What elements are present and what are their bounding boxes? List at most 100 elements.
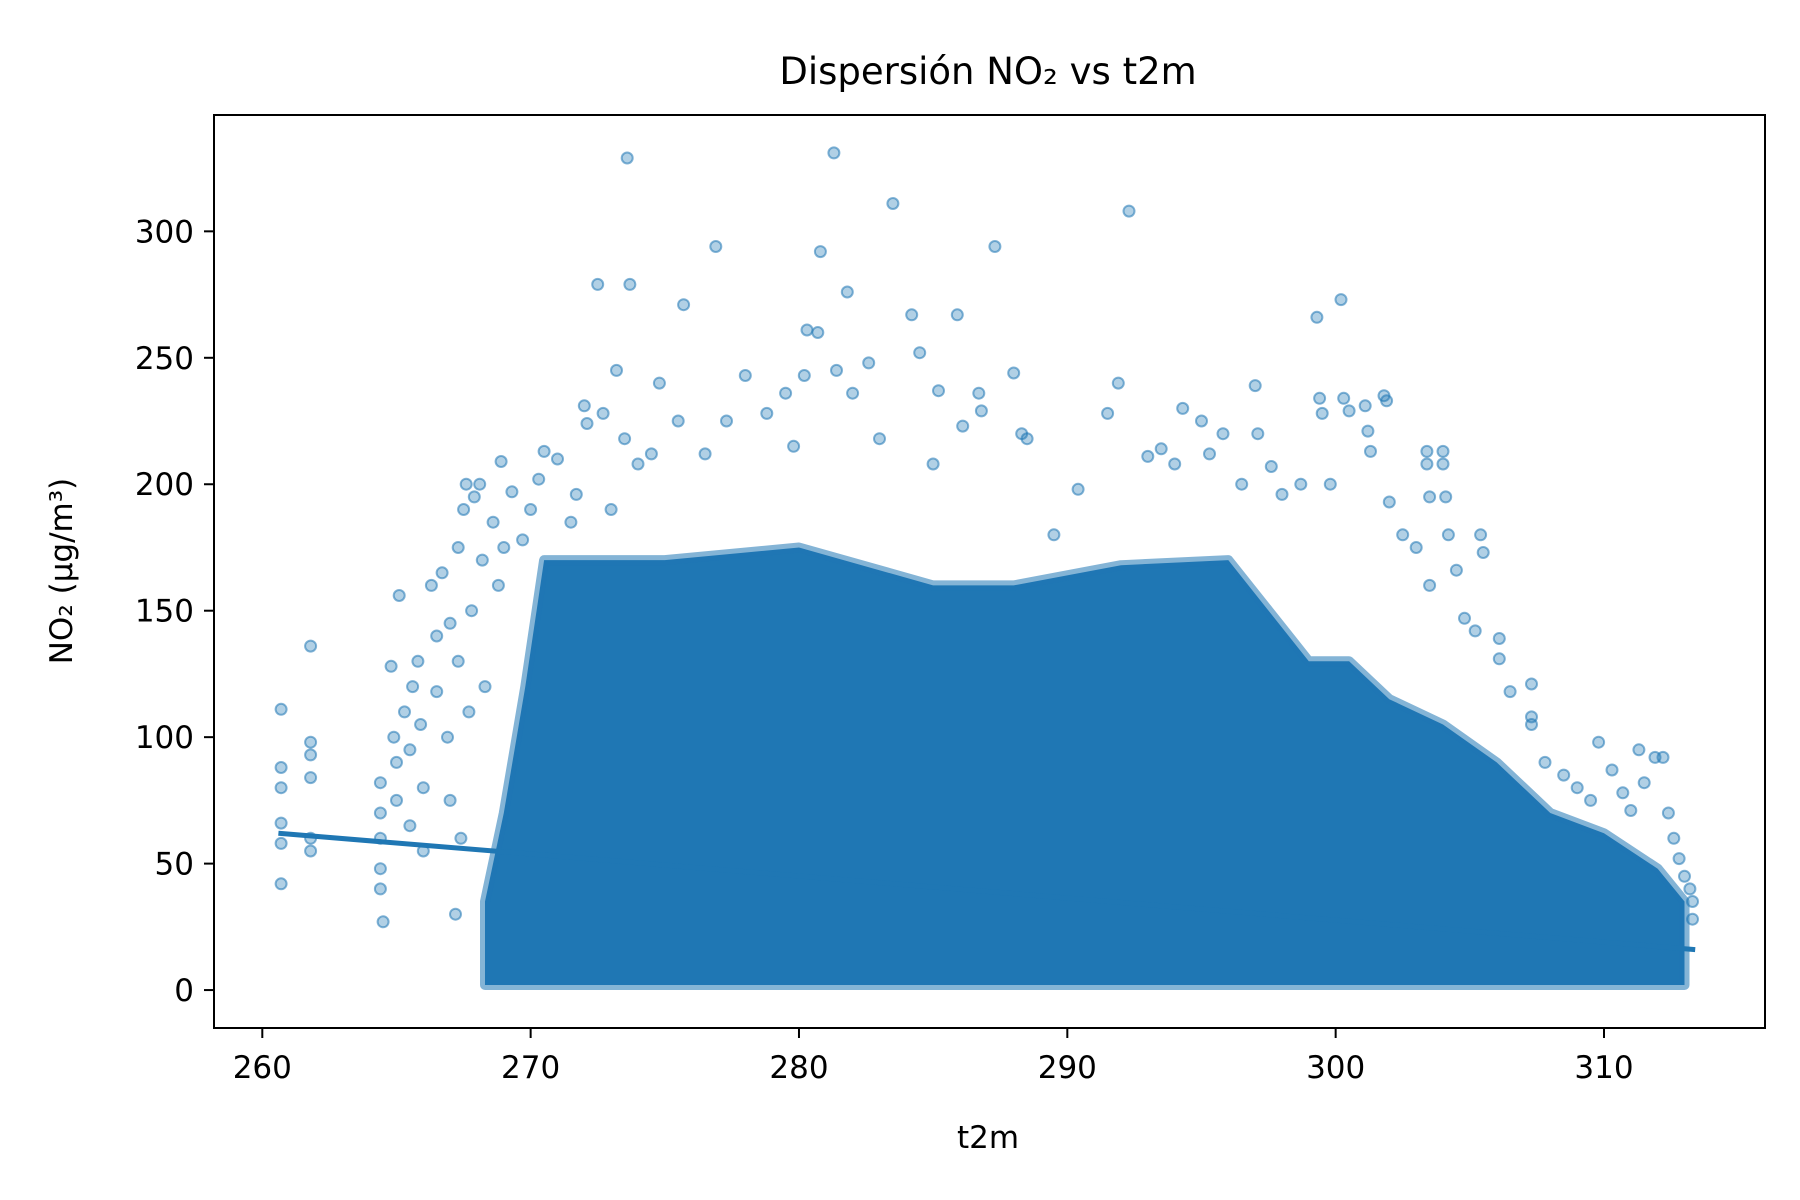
scatter-point bbox=[1342, 404, 1356, 418]
scatter-point bbox=[1624, 804, 1638, 817]
scatter-point bbox=[475, 553, 489, 567]
scatter-point bbox=[1686, 912, 1699, 926]
scatter-point bbox=[1361, 424, 1375, 438]
scatter-point bbox=[524, 503, 538, 516]
scatter-point bbox=[1313, 391, 1327, 405]
scatter-point bbox=[631, 457, 645, 471]
scatter-point bbox=[577, 399, 591, 413]
scatter-point bbox=[376, 915, 390, 929]
scatter-point bbox=[1584, 793, 1598, 807]
scatter-point bbox=[1436, 457, 1450, 471]
scatter-point bbox=[1216, 427, 1230, 441]
scatter-point bbox=[1101, 406, 1115, 420]
scatter-point bbox=[913, 346, 927, 360]
scatter-point bbox=[1047, 528, 1061, 542]
scatter-point bbox=[972, 386, 986, 400]
scatter-point bbox=[465, 604, 479, 618]
scatter-point bbox=[304, 748, 318, 762]
scatter-point bbox=[1251, 427, 1265, 441]
x-tick-label: 260 bbox=[233, 1050, 292, 1086]
scatter-point bbox=[1423, 578, 1437, 592]
y-tick-label: 250 bbox=[135, 341, 194, 377]
scatter-point bbox=[760, 406, 774, 420]
scatter-point bbox=[1503, 685, 1517, 699]
scatter-point bbox=[390, 755, 403, 769]
scatter-point bbox=[1525, 677, 1538, 691]
scatter-point bbox=[1420, 444, 1434, 458]
scatter-point bbox=[564, 515, 578, 529]
y-tick-label: 0 bbox=[174, 973, 194, 1009]
scatter-point bbox=[304, 771, 318, 785]
scatter-point bbox=[644, 447, 658, 461]
scatter-point bbox=[304, 844, 318, 858]
scatter-point bbox=[467, 490, 481, 504]
scatter-point bbox=[926, 457, 940, 471]
scatter-point bbox=[537, 444, 551, 458]
scatter-point bbox=[1570, 781, 1584, 795]
scatter-point bbox=[1203, 447, 1216, 461]
scatter-point bbox=[610, 363, 623, 377]
scatter-point bbox=[618, 432, 632, 446]
scatter-point bbox=[1154, 442, 1168, 456]
scatter-point bbox=[486, 515, 500, 529]
scatter-point bbox=[304, 735, 318, 749]
chart-title: Dispersión NO₂ vs t2m bbox=[779, 50, 1196, 93]
scatter-point bbox=[800, 323, 814, 337]
scatter-point bbox=[1605, 763, 1619, 777]
scatter-point bbox=[1358, 399, 1372, 413]
scatter-point bbox=[1380, 394, 1394, 408]
scatter-point bbox=[813, 245, 827, 259]
scatter-point bbox=[416, 781, 430, 795]
scatter-point bbox=[604, 503, 618, 516]
scatter-point bbox=[551, 452, 564, 466]
scatter-point bbox=[441, 730, 454, 744]
scatter-point bbox=[1334, 293, 1348, 307]
scatter-point bbox=[1020, 432, 1034, 446]
scatter-point bbox=[620, 151, 634, 165]
scatter-point bbox=[478, 680, 492, 694]
scatter-point bbox=[449, 907, 462, 921]
scatter-point bbox=[1396, 528, 1410, 542]
scatter-point bbox=[709, 240, 723, 253]
scatter-point bbox=[779, 386, 793, 400]
scatter-point bbox=[1637, 776, 1651, 790]
scatter-point bbox=[1007, 366, 1021, 380]
scatter-point bbox=[1632, 743, 1646, 757]
scatter-point bbox=[1439, 490, 1453, 504]
scatter-point bbox=[1337, 391, 1351, 405]
scatter-point bbox=[1141, 449, 1155, 463]
scatter-point bbox=[1683, 882, 1697, 896]
scatter-point bbox=[1672, 852, 1686, 866]
scatter-point bbox=[827, 146, 841, 160]
y-axis-ticks: 0 50 100 150 200 250 300 bbox=[135, 214, 214, 1009]
scatter-point bbox=[1275, 487, 1289, 501]
scatter-point bbox=[1474, 528, 1488, 542]
x-tick-label: 300 bbox=[1306, 1050, 1365, 1086]
scatter-point bbox=[384, 659, 398, 673]
scatter-point bbox=[698, 447, 712, 461]
x-axis-label: t2m bbox=[957, 1120, 1019, 1156]
scatter-point bbox=[390, 793, 403, 807]
x-axis-ticks: 260 270 280 290 300 310 bbox=[233, 1028, 1634, 1086]
x-tick-label: 290 bbox=[1038, 1050, 1097, 1086]
scatter-point bbox=[652, 376, 666, 390]
scatter-point bbox=[1315, 406, 1329, 420]
scatter-point bbox=[424, 578, 438, 592]
scatter-point bbox=[720, 414, 733, 428]
scatter-point bbox=[671, 414, 685, 428]
scatter-point bbox=[1458, 611, 1471, 625]
scatter-point bbox=[451, 541, 465, 554]
scatter-point bbox=[905, 308, 919, 322]
scatter-point bbox=[1667, 831, 1681, 845]
scatter-point bbox=[373, 776, 387, 790]
scatter-point bbox=[304, 639, 318, 653]
scatter-point bbox=[1557, 768, 1571, 782]
x-tick-label: 270 bbox=[501, 1050, 560, 1086]
scatter-point bbox=[1294, 477, 1308, 491]
outlier-points bbox=[274, 146, 1699, 929]
scatter-point bbox=[1538, 755, 1552, 769]
scatter-point bbox=[591, 277, 605, 291]
scatter-point bbox=[1678, 869, 1691, 883]
